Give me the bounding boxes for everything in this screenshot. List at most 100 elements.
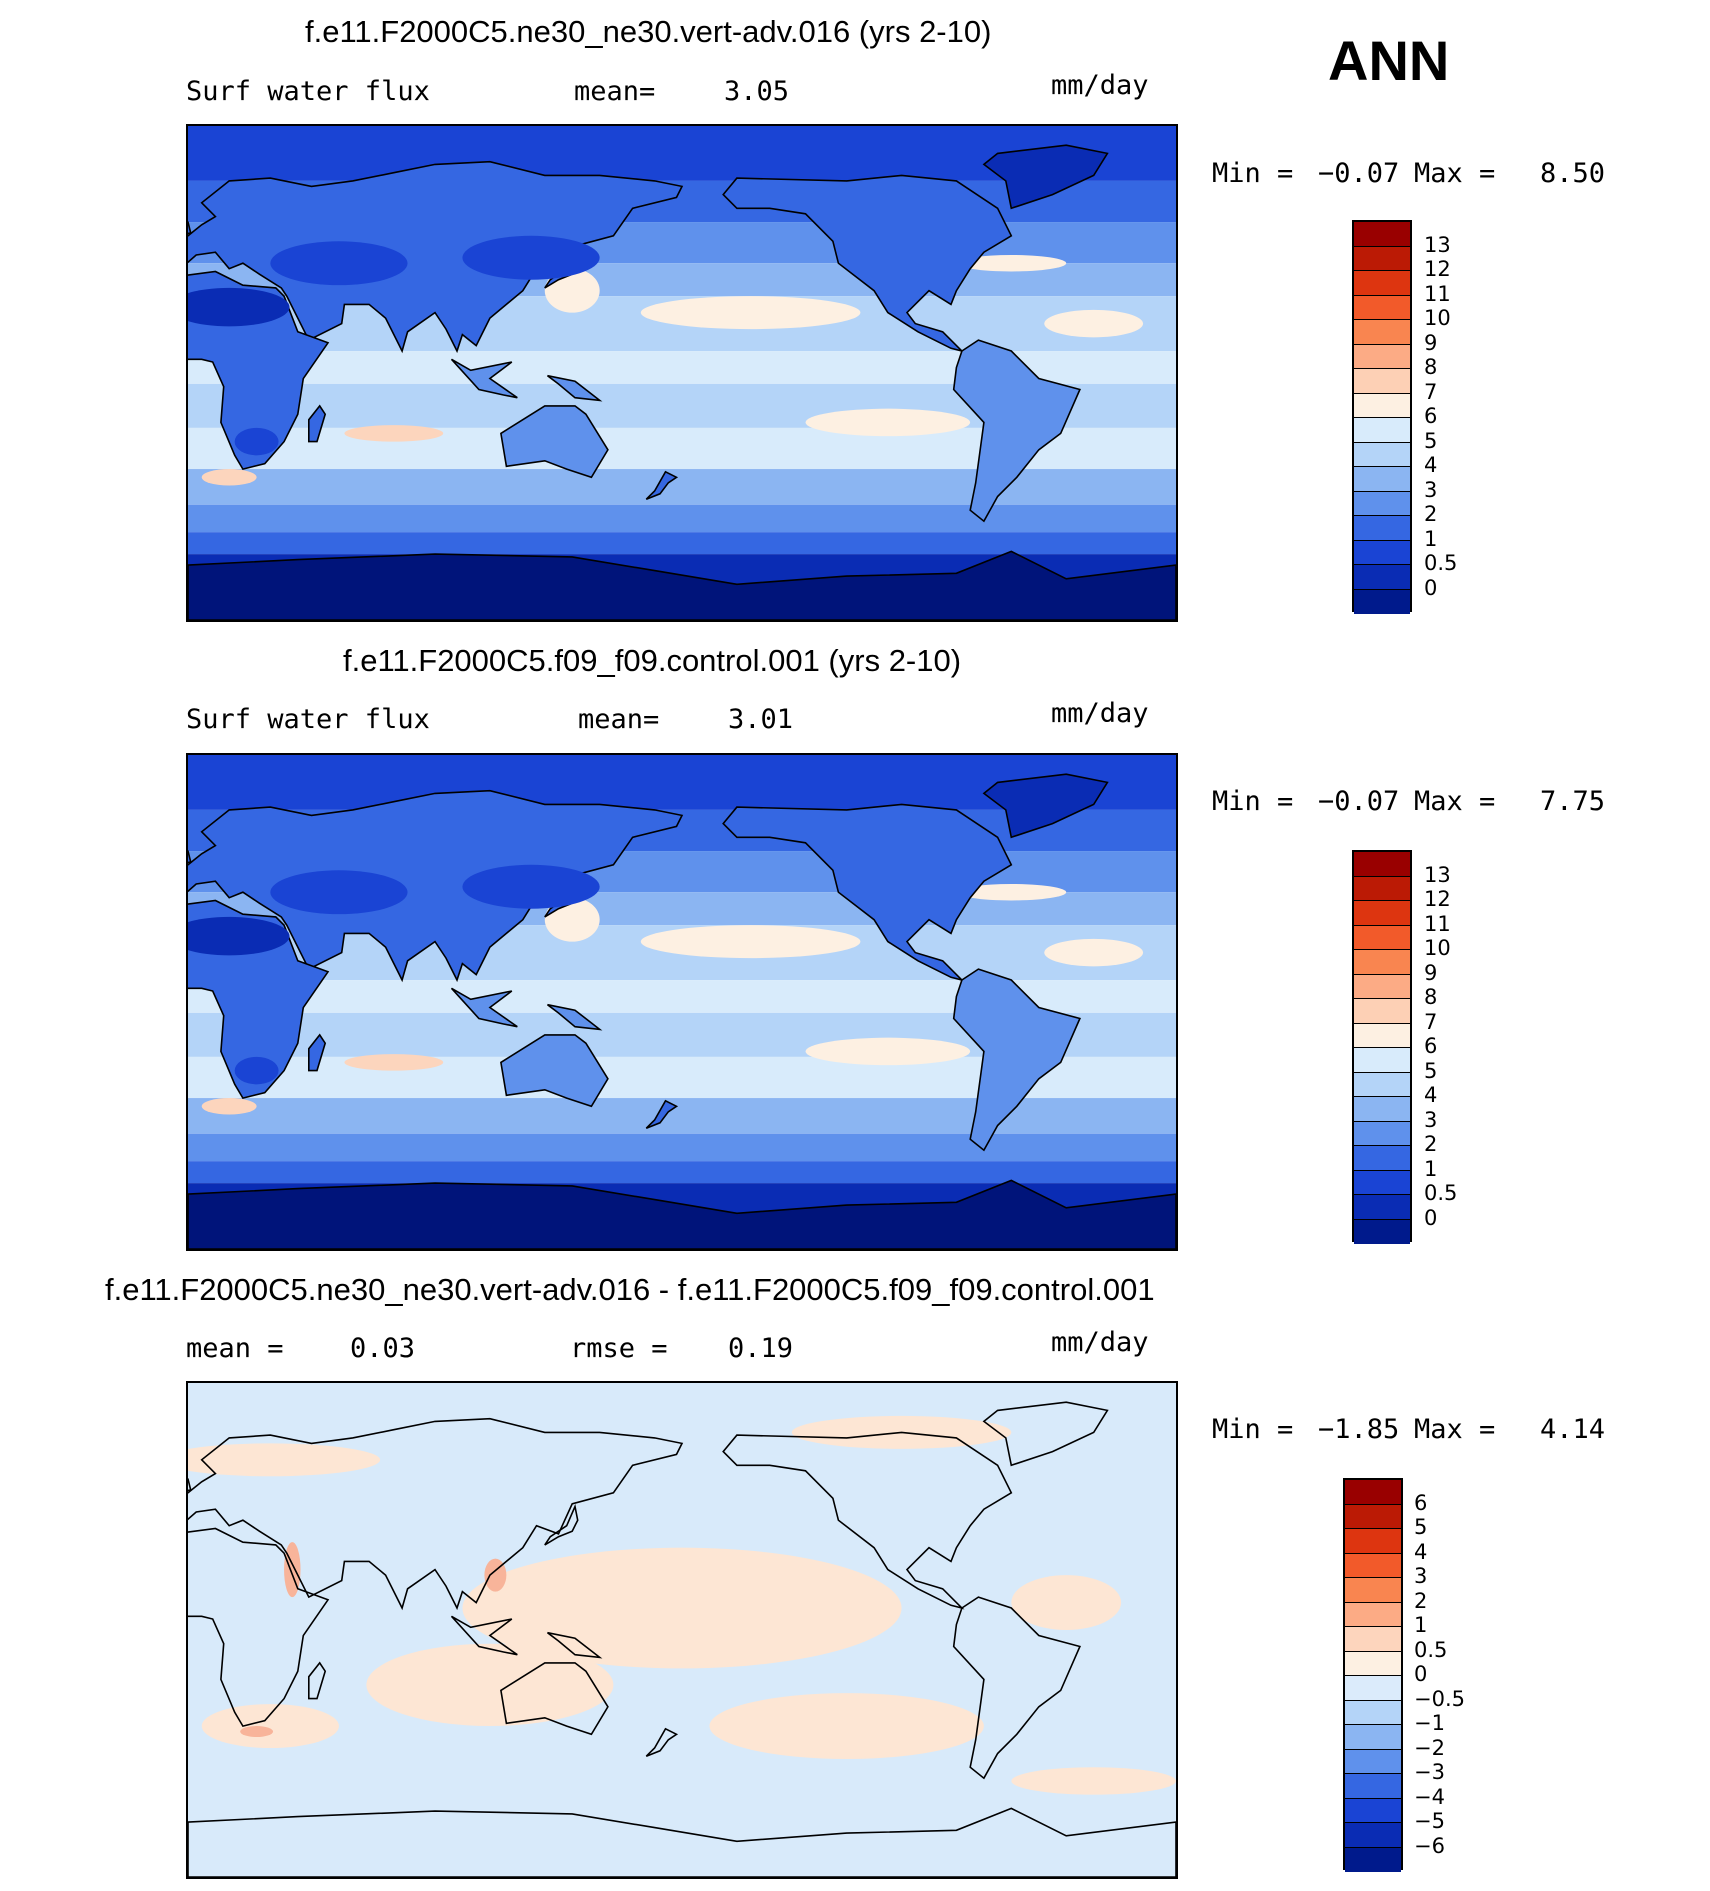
colorbar-swatch xyxy=(1354,950,1410,975)
colorbar-tick-label: 5 xyxy=(1424,428,1438,453)
panel1-map-field xyxy=(188,126,1176,620)
coastline-eurasia xyxy=(188,1417,684,1611)
colorbar-swatch xyxy=(1354,369,1410,394)
colorbar-swatch xyxy=(1354,393,1410,418)
colorbar-tick-label: 11 xyxy=(1424,281,1451,306)
colorbar-swatch xyxy=(1345,1823,1401,1848)
colorbar-tick-label: −4 xyxy=(1414,1784,1445,1809)
panel2-mean-label: mean= xyxy=(578,704,660,735)
landmass-uk xyxy=(188,849,192,864)
landmass-newguinea xyxy=(547,374,603,402)
colorbar-swatch xyxy=(1354,974,1410,999)
panel2-min-value: −0.07 xyxy=(1318,786,1400,817)
panel2-field-label: Surf water flux xyxy=(186,704,430,735)
colorbar-tick-label: 0 xyxy=(1424,1205,1438,1230)
coastline-newguinea xyxy=(547,1631,603,1659)
colorbar-swatch xyxy=(1345,1676,1401,1701)
colorbar-swatch xyxy=(1345,1700,1401,1725)
colorbar-tick-label: 11 xyxy=(1424,911,1451,936)
panel3-unit: mm/day xyxy=(1051,1327,1149,1358)
colorbar-swatch xyxy=(1354,1146,1410,1171)
colorbar-tick-label: 7 xyxy=(1424,379,1438,404)
panel3-rmse-label: rmse = xyxy=(570,1333,668,1364)
panel1-mean-label: mean= xyxy=(574,76,656,107)
colorbar-tick-label: 0.5 xyxy=(1414,1637,1448,1662)
panel2-unit: mm/day xyxy=(1051,698,1149,729)
colorbar-tick-label: −0.5 xyxy=(1414,1686,1465,1711)
colorbar-tick-label: 0 xyxy=(1414,1662,1428,1686)
panel3-map-field xyxy=(188,1383,1176,1877)
colorbar-tick-label: 3 xyxy=(1424,1107,1438,1132)
colorbar-tick-label: 3 xyxy=(1424,477,1438,502)
colorbar-tick-label: 5 xyxy=(1414,1515,1428,1539)
landmass-nz xyxy=(645,1099,679,1129)
colorbar-tick-label: 2 xyxy=(1424,1132,1438,1156)
panel2-mean-value: 3.01 xyxy=(728,704,794,735)
colorbar-tick-label: −3 xyxy=(1414,1760,1445,1784)
colorbar-tick-label: −6 xyxy=(1414,1833,1445,1858)
panel3-max-value: 4.14 xyxy=(1540,1414,1606,1445)
colorbar-tick-label: 10 xyxy=(1424,306,1451,330)
colorbar-tick-label: 8 xyxy=(1424,985,1438,1009)
landmass-uk xyxy=(188,220,192,235)
colorbar-tick-label: 4 xyxy=(1424,453,1438,477)
panel1-mean-value: 3.05 xyxy=(724,76,790,107)
colorbar-swatch xyxy=(1354,222,1410,247)
landmass-indonesia xyxy=(450,358,518,399)
panel3-min-label: Min = xyxy=(1212,1414,1294,1445)
colorbar-swatch xyxy=(1345,1578,1401,1603)
colorbar-swatch xyxy=(1354,516,1410,541)
landmass-nz xyxy=(645,470,679,500)
colorbar-tick-label: 9 xyxy=(1424,330,1438,355)
colorbar-swatch xyxy=(1354,491,1410,516)
colorbar-swatch xyxy=(1345,1553,1401,1578)
colorbar-swatch xyxy=(1354,320,1410,345)
colorbar-swatch xyxy=(1354,1195,1410,1220)
colorbar-tick-label: 4 xyxy=(1414,1539,1428,1564)
landmass-samerica xyxy=(952,339,1082,523)
colorbar-tick-label: 6 xyxy=(1424,404,1438,428)
landmass-greenland xyxy=(982,144,1109,210)
colorbar-tick-label: 7 xyxy=(1424,1009,1438,1034)
panel2-map xyxy=(186,753,1178,1251)
panel3-rmse-value: 0.19 xyxy=(728,1333,794,1364)
landmass-antarctica xyxy=(188,1179,1176,1249)
colorbar-swatch xyxy=(1354,999,1410,1024)
colorbar-tick-label: 6 xyxy=(1424,1034,1438,1058)
panel3-title: f.e11.F2000C5.ne30_ne30.vert-adv.016 - f… xyxy=(105,1272,1155,1307)
colorbar-tick-label: 2 xyxy=(1414,1588,1428,1613)
colorbar-swatch xyxy=(1354,852,1410,877)
panel2-max-value: 7.75 xyxy=(1540,786,1606,817)
colorbar-tick-label: −1 xyxy=(1414,1711,1445,1735)
panel1-map xyxy=(186,124,1178,622)
colorbar-tick-label: −2 xyxy=(1414,1735,1445,1760)
panel2-title: f.e11.F2000C5.f09_f09.control.001 (yrs 2… xyxy=(343,643,962,678)
colorbar-swatch xyxy=(1345,1725,1401,1750)
panel1-colorbar xyxy=(1352,220,1412,614)
coastline-nz xyxy=(645,1727,679,1757)
colorbar-tick-label: 12 xyxy=(1424,257,1451,281)
colorbar-swatch xyxy=(1345,1480,1401,1505)
colorbar-tick-label: 0.5 xyxy=(1424,1181,1458,1205)
landmass-newguinea xyxy=(547,1003,603,1031)
panel1-title: f.e11.F2000C5.ne30_ne30.vert-adv.016 (yr… xyxy=(305,14,992,49)
colorbar-swatch xyxy=(1354,344,1410,369)
colorbar-swatch xyxy=(1354,1023,1410,1048)
colorbar-swatch xyxy=(1354,1097,1410,1122)
colorbar-tick-label: −5 xyxy=(1414,1809,1445,1833)
colorbar-swatch xyxy=(1354,1121,1410,1146)
colorbar-swatch xyxy=(1354,418,1410,443)
panel3-colorbar xyxy=(1343,1478,1403,1872)
colorbar-swatch xyxy=(1345,1602,1401,1627)
panel1-max-value: 8.50 xyxy=(1540,158,1606,189)
colorbar-swatch xyxy=(1354,1048,1410,1073)
colorbar-swatch xyxy=(1354,1072,1410,1097)
colorbar-tick-label: 6 xyxy=(1414,1490,1428,1515)
colorbar-swatch xyxy=(1345,1749,1401,1774)
panel2-max-label: Max = xyxy=(1414,786,1496,817)
panel1-unit: mm/day xyxy=(1051,70,1149,101)
colorbar-tick-label: 4 xyxy=(1424,1083,1438,1107)
colorbar-swatch xyxy=(1345,1627,1401,1652)
panel1-min-label: Min = xyxy=(1212,158,1294,189)
coastline-australia xyxy=(500,1662,609,1736)
